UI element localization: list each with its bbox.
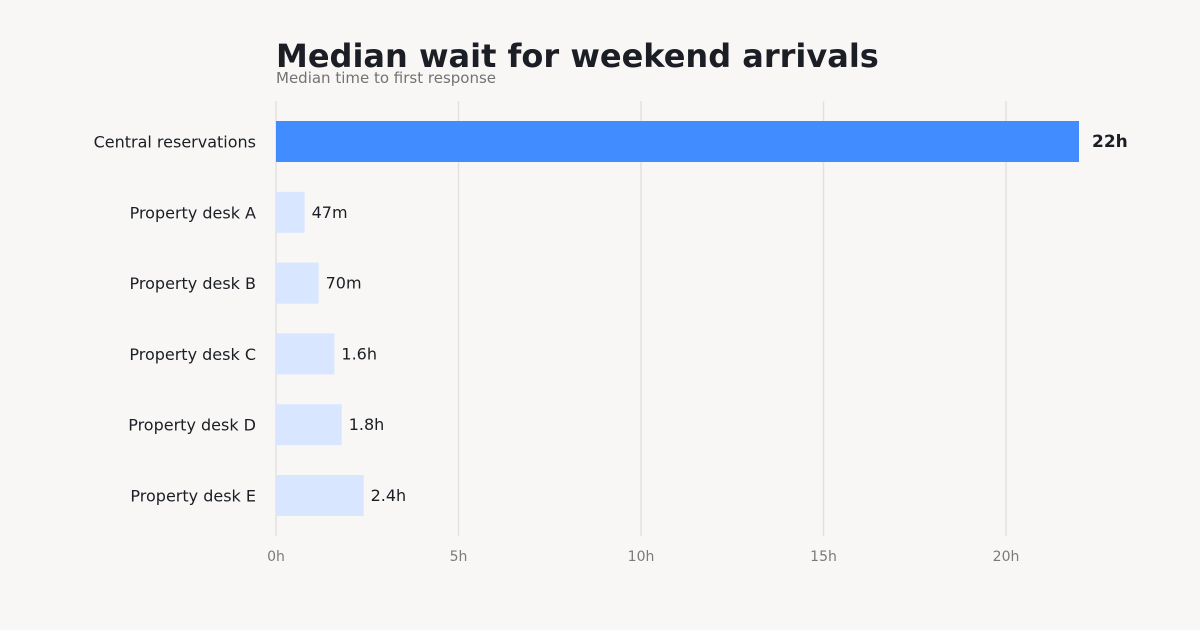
bar: [276, 191, 305, 233]
x-tick-label: 15h: [810, 549, 837, 565]
value-label: 70m: [326, 274, 362, 293]
chart-subtitle: Median time to first response: [276, 69, 496, 87]
category-label: Central reservations: [94, 133, 256, 152]
x-axis-ticks: 0h 5h 10h 15h 20h: [267, 549, 1019, 565]
x-tick-label: 10h: [628, 549, 655, 565]
value-label: 22h: [1092, 132, 1128, 152]
grid-lines: [275, 101, 1007, 536]
category-label: Property desk B: [130, 274, 256, 293]
bar: [276, 475, 364, 516]
value-label: 1.6h: [341, 344, 377, 363]
value-label: 2.4h: [371, 486, 407, 505]
bar: [276, 333, 335, 375]
category-label: Property desk C: [129, 345, 256, 364]
x-tick-label: 0h: [267, 549, 285, 565]
chart-title: Median wait for weekend arrivals: [276, 37, 879, 75]
category-label: Property desk A: [130, 203, 256, 222]
bar: [276, 262, 319, 304]
x-tick-label: 5h: [450, 549, 468, 565]
value-label: 47m: [312, 203, 348, 222]
category-label: Property desk E: [130, 487, 256, 506]
bar: [276, 404, 342, 446]
x-tick-label: 20h: [993, 549, 1020, 565]
bars: 22h 47m 70m 1.6h 1.8h 2.4h: [276, 121, 1128, 516]
category-labels: Central reservations Property desk A Prope…: [94, 133, 256, 506]
value-label: 1.8h: [349, 415, 385, 434]
bar-highlighted: [276, 121, 1079, 162]
category-label: Property desk D: [128, 416, 256, 435]
